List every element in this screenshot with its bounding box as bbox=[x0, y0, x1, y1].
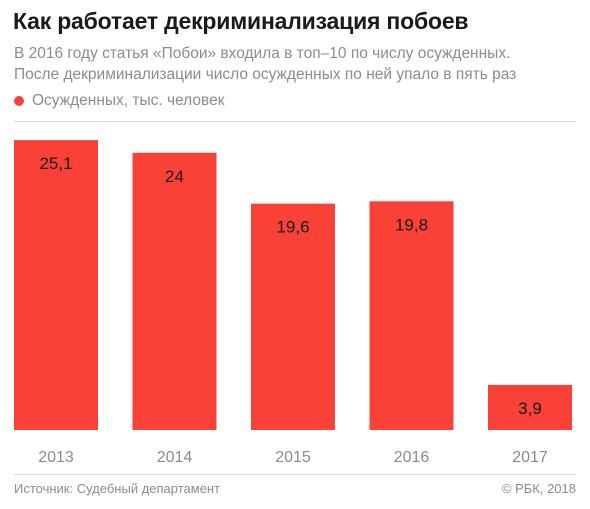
x-tick-2016: 2016 bbox=[394, 449, 430, 466]
data-labels-group: 25,1 24 19,6 19,8 3,9 bbox=[39, 154, 541, 418]
bottom-divider bbox=[14, 474, 576, 475]
chart-footer: Источник: Судебный департамент © РБК, 20… bbox=[14, 481, 576, 496]
data-label-2013: 25,1 bbox=[39, 154, 72, 173]
chart-legend: Осужденных, тыс. человек bbox=[14, 92, 224, 110]
bar-2015 bbox=[251, 203, 335, 430]
bar-2014 bbox=[132, 152, 217, 431]
copyright-note: © РБК, 2018 bbox=[501, 481, 576, 496]
data-label-2016: 19,8 bbox=[395, 215, 428, 234]
x-tick-2014: 2014 bbox=[157, 449, 193, 466]
legend-dot-icon bbox=[14, 96, 24, 106]
x-tick-2013: 2013 bbox=[38, 449, 74, 466]
top-divider bbox=[14, 121, 576, 122]
data-label-2014: 24 bbox=[165, 167, 184, 186]
bar-2013 bbox=[14, 140, 98, 430]
data-label-2015: 19,6 bbox=[276, 218, 309, 237]
bar-2017 bbox=[488, 384, 572, 430]
bars-group bbox=[14, 140, 572, 431]
chart-title: Как работает декриминализация побоев bbox=[13, 8, 469, 34]
chart-subtitle: В 2016 году статья «Побои» входила в топ… bbox=[14, 43, 516, 85]
source-note: Источник: Судебный департамент bbox=[14, 481, 221, 496]
data-label-2017: 3,9 bbox=[518, 399, 542, 418]
x-tick-2017: 2017 bbox=[512, 449, 548, 466]
subtitle-line-2: После декриминализации число осужденных … bbox=[14, 66, 517, 83]
subtitle-line-1: В 2016 году статья «Побои» входила в топ… bbox=[14, 45, 511, 62]
x-tick-2015: 2015 bbox=[275, 449, 311, 466]
bar-2016 bbox=[369, 201, 454, 430]
legend-label: Осужденных, тыс. человек bbox=[32, 92, 225, 109]
x-tick-labels-group: 2013 2014 2015 2016 2017 bbox=[38, 449, 548, 466]
